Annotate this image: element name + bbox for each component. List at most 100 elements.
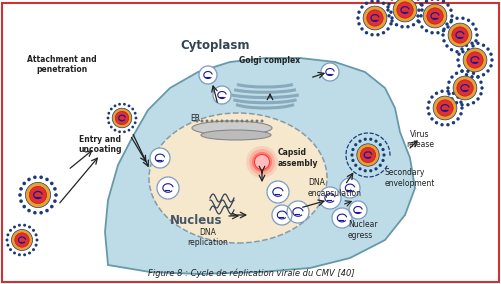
Text: Attachment and
penetration: Attachment and penetration	[27, 55, 97, 74]
Circle shape	[362, 6, 386, 30]
Circle shape	[454, 50, 458, 53]
Circle shape	[255, 155, 269, 169]
Circle shape	[415, 14, 419, 18]
Circle shape	[435, 0, 439, 1]
Circle shape	[220, 120, 223, 122]
Circle shape	[469, 75, 473, 78]
Circle shape	[23, 253, 26, 256]
Circle shape	[451, 121, 454, 124]
Circle shape	[455, 117, 459, 121]
Circle shape	[23, 224, 26, 227]
Circle shape	[254, 154, 270, 170]
Circle shape	[133, 112, 136, 115]
Circle shape	[392, 0, 416, 22]
Circle shape	[456, 53, 460, 56]
Circle shape	[441, 0, 444, 3]
Circle shape	[465, 103, 469, 106]
Circle shape	[107, 121, 110, 124]
Circle shape	[422, 4, 446, 28]
Circle shape	[374, 167, 377, 170]
Circle shape	[131, 126, 134, 128]
Polygon shape	[105, 58, 414, 274]
Circle shape	[419, 8, 423, 12]
Circle shape	[195, 120, 198, 122]
Circle shape	[123, 130, 126, 133]
Circle shape	[381, 2, 384, 5]
Circle shape	[357, 22, 360, 26]
Circle shape	[110, 126, 112, 128]
Circle shape	[458, 112, 462, 116]
Circle shape	[470, 44, 474, 48]
Circle shape	[388, 11, 392, 14]
Circle shape	[33, 176, 37, 179]
Circle shape	[435, 31, 439, 34]
Text: Golgi complex: Golgi complex	[239, 55, 300, 64]
Circle shape	[356, 144, 378, 166]
Circle shape	[386, 27, 389, 31]
Circle shape	[436, 100, 452, 116]
Polygon shape	[213, 86, 230, 104]
Circle shape	[360, 27, 363, 31]
Circle shape	[485, 69, 489, 73]
Circle shape	[53, 187, 57, 191]
Circle shape	[12, 229, 33, 250]
Circle shape	[418, 3, 422, 6]
Circle shape	[459, 69, 463, 73]
Circle shape	[394, 23, 397, 26]
Circle shape	[50, 205, 54, 208]
Circle shape	[470, 22, 474, 26]
Circle shape	[479, 86, 483, 90]
Circle shape	[446, 80, 450, 84]
Circle shape	[387, 3, 390, 6]
Circle shape	[434, 91, 437, 95]
Circle shape	[378, 143, 381, 146]
Circle shape	[451, 91, 454, 95]
Circle shape	[475, 75, 478, 78]
Circle shape	[432, 96, 456, 120]
Circle shape	[360, 147, 375, 163]
Circle shape	[32, 248, 35, 251]
Polygon shape	[332, 208, 351, 227]
Circle shape	[445, 25, 449, 29]
Circle shape	[133, 121, 136, 124]
Circle shape	[364, 2, 367, 5]
Circle shape	[6, 239, 9, 241]
Circle shape	[255, 120, 258, 122]
Circle shape	[250, 120, 253, 122]
Circle shape	[439, 123, 443, 126]
Circle shape	[426, 8, 442, 24]
Circle shape	[396, 2, 412, 18]
Circle shape	[381, 148, 384, 151]
Circle shape	[418, 14, 422, 18]
Polygon shape	[340, 179, 359, 197]
Circle shape	[425, 106, 429, 110]
Circle shape	[386, 8, 389, 12]
Circle shape	[39, 211, 43, 214]
Ellipse shape	[191, 121, 272, 135]
Circle shape	[127, 129, 130, 131]
FancyBboxPatch shape	[2, 3, 498, 282]
Polygon shape	[349, 201, 366, 219]
Circle shape	[469, 41, 473, 45]
Circle shape	[113, 129, 116, 131]
Circle shape	[441, 29, 444, 32]
Polygon shape	[287, 202, 308, 222]
Circle shape	[368, 169, 372, 172]
Circle shape	[18, 193, 22, 197]
Circle shape	[248, 149, 275, 175]
Circle shape	[215, 120, 218, 122]
Circle shape	[449, 75, 453, 79]
Polygon shape	[157, 178, 178, 199]
Circle shape	[376, 33, 379, 36]
Circle shape	[364, 31, 367, 34]
Circle shape	[28, 252, 31, 254]
Circle shape	[382, 153, 385, 156]
Circle shape	[368, 138, 372, 141]
Circle shape	[15, 233, 29, 247]
Circle shape	[434, 121, 437, 124]
Circle shape	[35, 244, 38, 247]
Circle shape	[357, 11, 360, 14]
Circle shape	[459, 70, 463, 73]
Circle shape	[400, 25, 403, 28]
Circle shape	[127, 105, 130, 107]
